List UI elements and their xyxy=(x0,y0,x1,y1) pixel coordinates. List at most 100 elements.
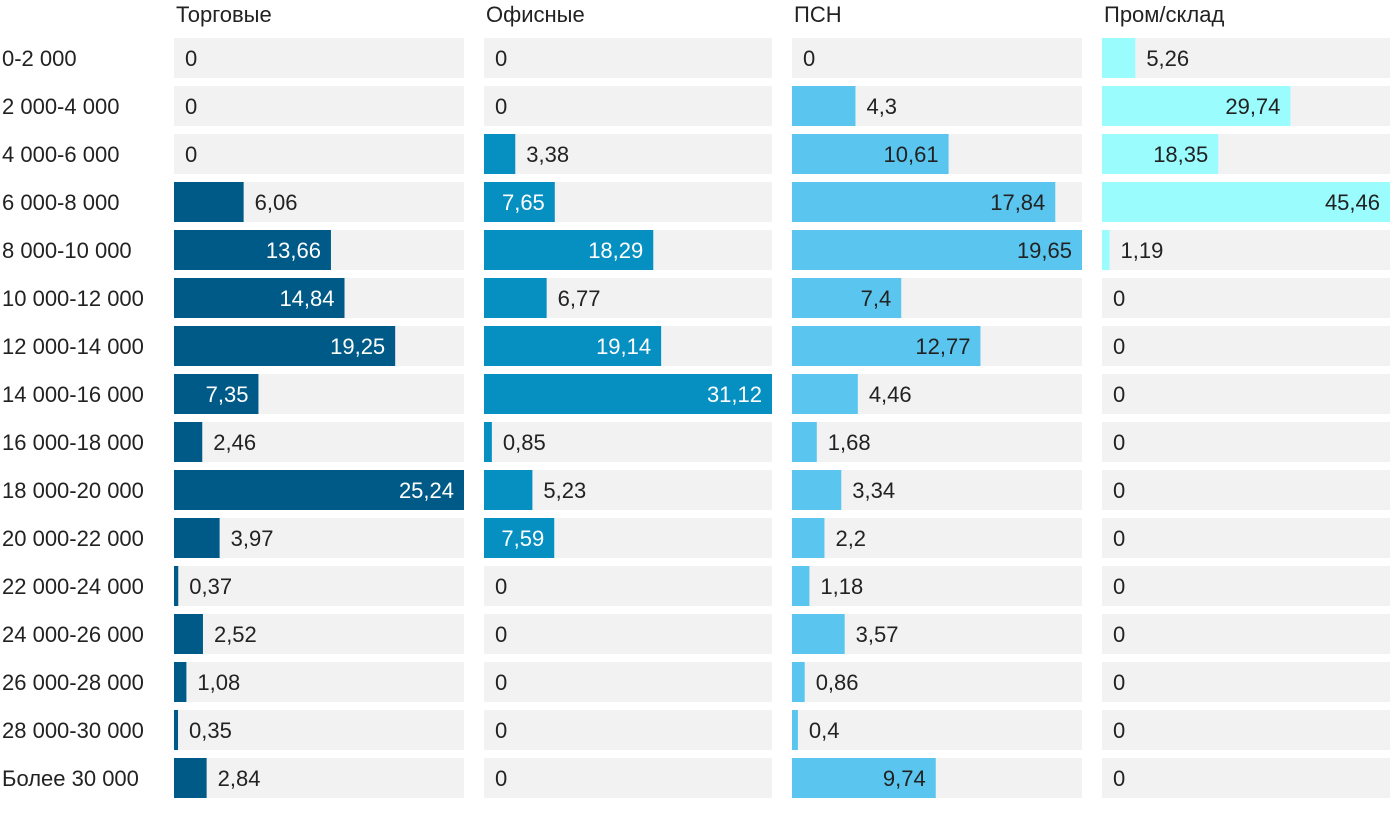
series-title: Торговые xyxy=(176,2,272,27)
bar-track xyxy=(792,518,1082,558)
bar xyxy=(792,422,817,462)
value-label: 0 xyxy=(1113,766,1125,791)
bar xyxy=(174,518,220,558)
value-label: 0 xyxy=(1113,670,1125,695)
bar xyxy=(174,422,203,462)
bar xyxy=(174,326,396,366)
bar xyxy=(792,614,845,654)
value-label: 0 xyxy=(1113,526,1125,551)
bar xyxy=(792,374,858,414)
bar xyxy=(174,566,179,606)
bar xyxy=(1102,86,1291,126)
bar xyxy=(1102,38,1136,78)
bar-track xyxy=(1102,518,1390,558)
category-label: 12 000-14 000 xyxy=(2,334,144,359)
value-label: 0,37 xyxy=(189,574,232,599)
value-label: 0,85 xyxy=(503,430,546,455)
value-label: 7,35 xyxy=(206,382,249,407)
bar xyxy=(484,374,772,414)
value-label: 2,84 xyxy=(218,766,261,791)
bar-track xyxy=(792,422,1082,462)
value-label: 0 xyxy=(185,142,197,167)
value-label: 7,59 xyxy=(501,526,544,551)
value-label: 0 xyxy=(1113,478,1125,503)
bar-track xyxy=(484,710,772,750)
value-label: 0 xyxy=(1113,430,1125,455)
bar xyxy=(792,518,825,558)
category-label: 22 000-24 000 xyxy=(2,574,144,599)
bar xyxy=(1102,182,1390,222)
value-label: 4,46 xyxy=(869,382,912,407)
bar xyxy=(174,182,244,222)
bar xyxy=(792,278,902,318)
bar xyxy=(792,758,936,798)
bar-track xyxy=(174,422,464,462)
bar-track xyxy=(174,758,464,798)
bar xyxy=(484,230,654,270)
category-label: 8 000-10 000 xyxy=(2,238,132,263)
bar-track xyxy=(792,566,1082,606)
bar xyxy=(484,422,492,462)
bar xyxy=(484,134,516,174)
category-label: 26 000-28 000 xyxy=(2,670,144,695)
bar-track xyxy=(484,134,772,174)
value-label: 1,68 xyxy=(828,430,871,455)
value-label: 19,25 xyxy=(330,334,385,359)
value-label: 10,61 xyxy=(884,142,939,167)
bar xyxy=(792,326,981,366)
bar xyxy=(792,566,810,606)
bar xyxy=(174,230,331,270)
bar xyxy=(484,518,555,558)
value-label: 0 xyxy=(1113,718,1125,743)
value-label: 6,77 xyxy=(558,286,601,311)
value-label: 5,23 xyxy=(543,478,586,503)
bar xyxy=(792,134,949,174)
value-label: 0,35 xyxy=(189,718,232,743)
value-label: 6,06 xyxy=(255,190,298,215)
value-label: 1,19 xyxy=(1121,238,1164,263)
bar-track xyxy=(1102,374,1390,414)
category-label: 14 000-16 000 xyxy=(2,382,144,407)
bar-track xyxy=(174,86,464,126)
bar-track xyxy=(174,662,464,702)
value-label: 5,26 xyxy=(1146,46,1189,71)
value-label: 19,65 xyxy=(1017,238,1072,263)
value-label: 0 xyxy=(1113,334,1125,359)
bar xyxy=(792,662,805,702)
bar xyxy=(174,470,464,510)
bar-track xyxy=(792,710,1082,750)
value-label: 13,66 xyxy=(266,238,321,263)
value-label: 0 xyxy=(495,622,507,647)
category-label: Более 30 000 xyxy=(2,766,139,791)
bar-track xyxy=(174,134,464,174)
value-label: 45,46 xyxy=(1325,190,1380,215)
category-label: 24 000-26 000 xyxy=(2,622,144,647)
bar-track xyxy=(484,38,772,78)
bar-track xyxy=(1102,470,1390,510)
bar xyxy=(792,470,842,510)
value-label: 3,34 xyxy=(852,478,895,503)
bar xyxy=(1102,134,1219,174)
category-label: 10 000-12 000 xyxy=(2,286,144,311)
bar-track xyxy=(1102,566,1390,606)
value-label: 2,2 xyxy=(835,526,866,551)
bar xyxy=(792,86,856,126)
bar xyxy=(174,278,345,318)
bar-track xyxy=(1102,758,1390,798)
bar xyxy=(1102,230,1110,270)
value-label: 0 xyxy=(495,46,507,71)
value-label: 0 xyxy=(495,94,507,119)
value-label: 31,12 xyxy=(707,382,762,407)
category-label: 0-2 000 xyxy=(2,46,77,71)
value-label: 25,24 xyxy=(399,478,454,503)
bar xyxy=(484,326,662,366)
value-label: 18,35 xyxy=(1153,142,1208,167)
bar xyxy=(484,470,533,510)
value-label: 0 xyxy=(1113,622,1125,647)
bar-track xyxy=(174,710,464,750)
bar-track xyxy=(1102,662,1390,702)
bar-track xyxy=(1102,38,1390,78)
value-label: 2,52 xyxy=(214,622,257,647)
value-label: 0 xyxy=(495,718,507,743)
